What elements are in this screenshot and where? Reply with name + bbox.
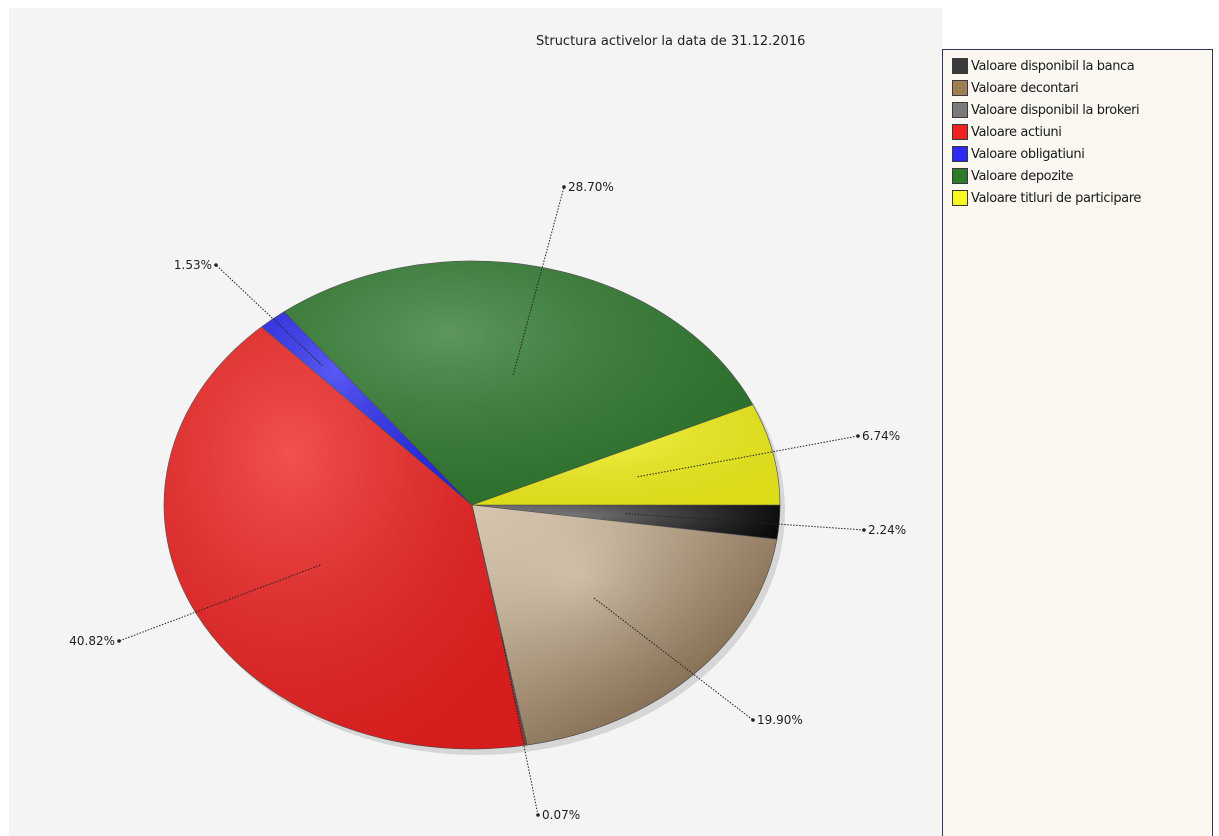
legend-item: Valoare disponibil la banca	[943, 55, 1212, 77]
pie-slice-shading	[472, 404, 780, 505]
legend-label: Valoare disponibil la brokeri	[971, 102, 1140, 118]
chart-title: Structura activelor la data de 31.12.201…	[536, 34, 806, 49]
data-label: 2.24%	[868, 523, 906, 537]
leader-arrow	[117, 639, 121, 643]
legend-item: Valoare obligatiuni	[943, 143, 1212, 165]
data-label: 0.07%	[542, 808, 580, 822]
pie-slice-shading	[472, 505, 528, 746]
data-label: 6.74%	[862, 429, 900, 443]
pie-slice-shading	[472, 505, 777, 746]
pie-chart: 2.24% 19.90% 0.07% 40.82% 1.53% 28.70% 6.74%	[69, 180, 906, 822]
legend-swatch	[952, 58, 968, 74]
pie-slice-shading	[261, 311, 472, 505]
leader-arrow	[751, 718, 755, 722]
legend-label: Valoare decontari	[971, 80, 1079, 96]
pie-slice-shading	[164, 326, 526, 749]
pie-slice-shading	[284, 261, 753, 505]
legend-swatch	[952, 124, 968, 140]
leader-line	[625, 513, 865, 531]
legend-item: Valoare actiuni	[943, 121, 1212, 143]
legend-item: Valoare depozite	[943, 165, 1212, 187]
legend-label: Valoare obligatiuni	[971, 146, 1085, 162]
leader-line	[637, 435, 859, 478]
legend-swatch	[952, 146, 968, 162]
legend-label: Valoare disponibil la banca	[971, 58, 1135, 74]
legend-swatch	[952, 80, 968, 96]
leader-line	[215, 264, 323, 366]
leader-arrow	[536, 813, 540, 817]
legend-item: Valoare titluri de participare	[943, 187, 1212, 209]
data-label: 1.53%	[174, 258, 212, 272]
legend-label: Valoare actiuni	[971, 124, 1062, 140]
leader-arrow	[214, 263, 218, 267]
chart-legend: Valoare disponibil la banca Valoare deco…	[942, 49, 1213, 836]
leader-line	[501, 636, 539, 816]
data-label: 19.90%	[757, 713, 803, 727]
legend-label: Valoare titluri de participare	[971, 190, 1142, 206]
data-label: 40.82%	[69, 634, 115, 648]
legend-swatch	[952, 190, 968, 206]
data-label: 28.70%	[568, 180, 614, 194]
legend-swatch	[952, 102, 968, 118]
legend-item: Valoare decontari	[943, 77, 1212, 99]
legend-item: Valoare disponibil la brokeri	[943, 99, 1212, 121]
legend-swatch	[952, 168, 968, 184]
leader-line	[593, 597, 754, 721]
leader-arrow	[862, 528, 866, 532]
legend-label: Valoare depozite	[971, 168, 1074, 184]
leader-arrow	[856, 434, 860, 438]
leader-arrow	[562, 185, 566, 189]
leader-line	[512, 186, 565, 375]
